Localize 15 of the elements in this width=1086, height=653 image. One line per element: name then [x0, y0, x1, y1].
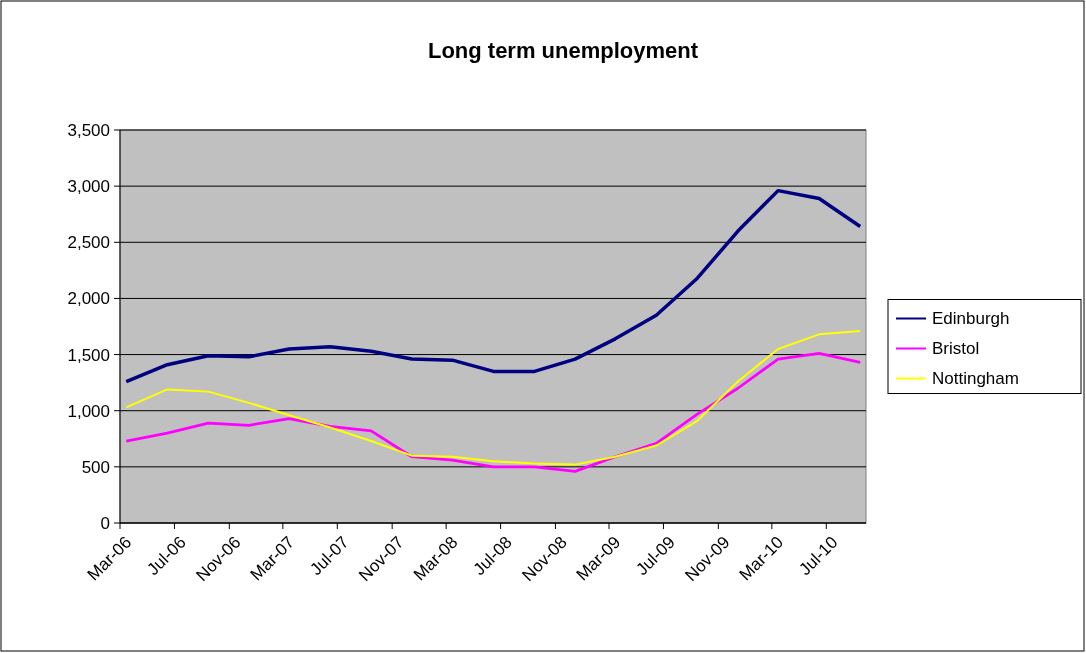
y-tick-label: 3,000	[67, 177, 110, 197]
legend-label: Edinburgh	[932, 309, 1010, 329]
chart-title: Long term unemployment	[427, 38, 699, 63]
y-tick-label: 2,000	[67, 289, 110, 309]
legend-label: Bristol	[932, 339, 980, 359]
y-tick-label: 3,500	[67, 120, 110, 140]
line-series	[125, 329, 862, 466]
y-tick-label: 0	[100, 513, 110, 533]
legend-label: Nottingham	[932, 369, 1019, 389]
line-series	[124, 352, 862, 473]
y-tick-label: 2,500	[67, 233, 110, 253]
y-tick-label: 500	[81, 457, 110, 477]
y-tick-label: 1,500	[67, 345, 110, 365]
line-series	[124, 188, 862, 384]
y-tick-label: 1,000	[67, 401, 110, 421]
